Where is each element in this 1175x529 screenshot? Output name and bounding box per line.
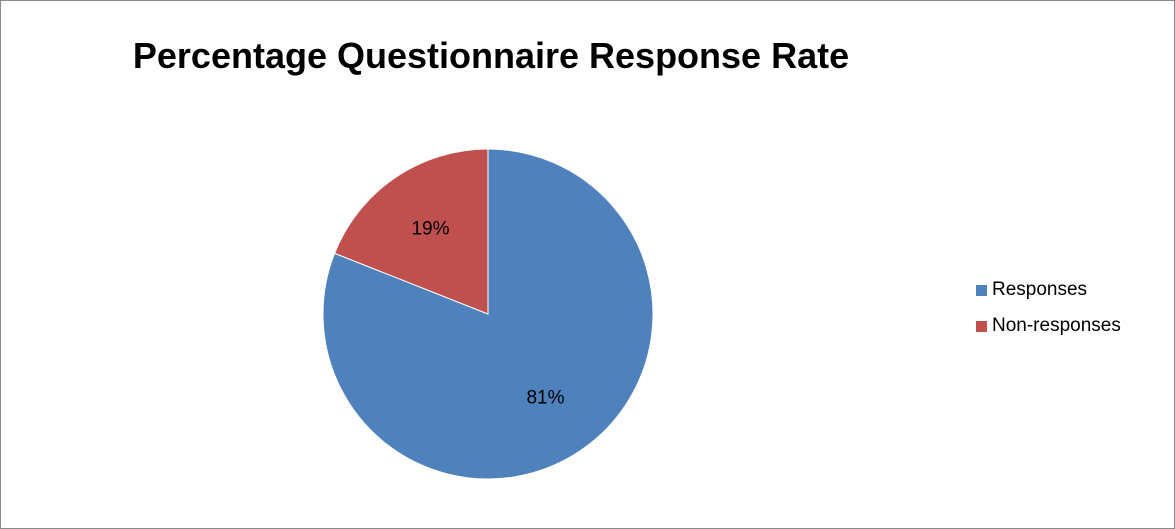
data-label-non-responses: 19% — [411, 218, 449, 239]
data-label-responses: 81% — [526, 388, 564, 409]
slice-non-responses — [333, 148, 489, 315]
legend-label-non-responses: Non-responses — [992, 315, 1121, 336]
legend-label-responses: Responses — [992, 279, 1088, 300]
slice-responses — [322, 148, 654, 480]
legend-swatch-responses — [976, 284, 987, 296]
legend-swatch-non-responses — [976, 320, 987, 332]
legend-item-responses: Responses — [976, 278, 1121, 302]
chart-title: Percentage Questionnaire Response Rate — [132, 35, 850, 76]
legend-item-non-responses: Non-responses — [976, 314, 1121, 338]
legend: Responses Non-responses — [976, 278, 1121, 350]
